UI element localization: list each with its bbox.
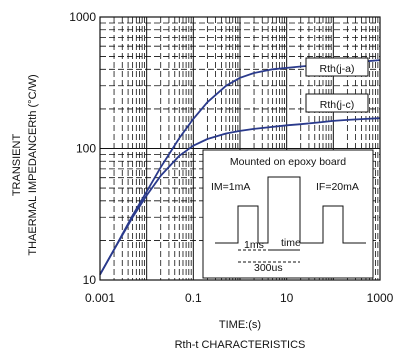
plot-frame	[99, 16, 381, 281]
inset-title: Mounted on epoxy board	[230, 156, 346, 168]
legend-label-rth-jc: Rth(j-c)	[320, 99, 354, 111]
inset-if-label: IF=20mA	[316, 181, 359, 193]
inset-pulse-waveform	[215, 176, 366, 244]
x-axis-title: TIME:(s)	[219, 319, 261, 331]
y-axis-title-line1: TRANSIENT	[11, 134, 23, 197]
y-tick-label: 100	[76, 142, 96, 156]
inset-1ms-label: 1ms	[244, 239, 264, 251]
legend-entry-rth-jc: Rth(j-c)	[305, 93, 369, 113]
inset-time-label: time	[281, 237, 301, 249]
y-tick-label: 1000	[69, 10, 96, 24]
x-tick-label: 0.001	[85, 291, 115, 305]
inset-300us-label: 300us	[254, 262, 283, 274]
series-line-rth-jc	[99, 117, 381, 276]
x-tick-label: 10	[280, 291, 294, 305]
x-tick-label: 0.1	[185, 291, 202, 305]
legend-label-rth-ja: Rth(j-a)	[319, 63, 354, 75]
x-tick-label: 1000	[367, 291, 394, 305]
chart-title: Rth-t CHARACTERISTICS	[175, 339, 306, 351]
y-tick-label: 10	[83, 273, 97, 287]
inset-box	[202, 149, 374, 279]
y-axis-title-line2: THAERMAL IMPEDANCERth (°C/W)	[27, 74, 39, 255]
legend-entry-rth-ja: Rth(j-a)	[305, 57, 369, 77]
inset-im-label: IM=1mA	[211, 181, 250, 193]
tick-labels: 0.001 0.1 10 1000 10 100 1000	[69, 10, 393, 305]
inset-panel: Mounted on epoxy board IM=1mA IF=20mA 1m…	[202, 149, 374, 279]
